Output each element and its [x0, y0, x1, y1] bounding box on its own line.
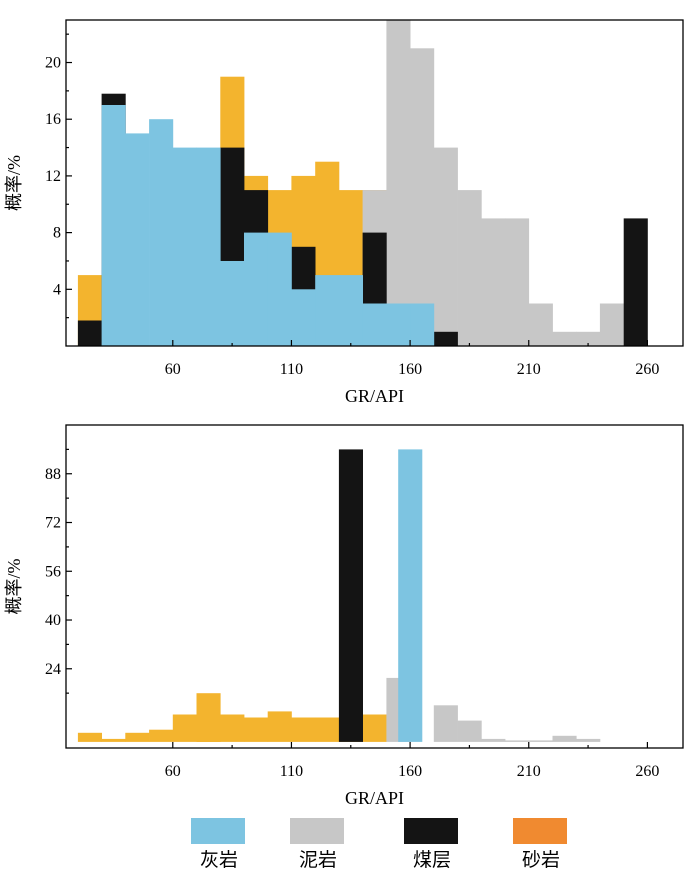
bar-sand-10	[315, 717, 340, 742]
bar-mud-6	[505, 218, 530, 346]
plot-frame-bottom	[65, 424, 684, 749]
bar-lime-12	[386, 303, 411, 346]
bars-top	[77, 20, 648, 347]
legend-label-mudstone: 泥岩	[299, 849, 337, 869]
y-tick-label-3: 72	[45, 515, 61, 532]
bar-lime-0	[398, 449, 423, 742]
y-axis-title-top: 概率/%	[4, 155, 24, 211]
plot-frame-top	[65, 19, 684, 347]
bar-lime-4	[196, 147, 221, 346]
x-tick-label-4: 260	[635, 361, 659, 378]
y-axis-title-bottom: 概率/%	[4, 558, 24, 614]
bars-bottom	[77, 449, 601, 742]
bar-mud-4	[505, 740, 530, 742]
bar-sand-9	[291, 717, 316, 742]
bar-mud-3	[433, 147, 458, 346]
legend-label-sandstone: 砂岩	[522, 849, 560, 869]
legend-label-limestone: 灰岩	[200, 849, 238, 869]
bar-sand-4	[172, 714, 197, 742]
y-tick-label-2: 12	[45, 168, 61, 185]
x-tick-label-2: 160	[398, 361, 422, 378]
ticks-bottom: 60 110 160 210 260 24 40 56 72 88	[45, 448, 659, 780]
bar-sand-0	[77, 732, 102, 742]
bar-lime-8	[291, 289, 316, 346]
legend-swatch-coal	[404, 818, 458, 844]
legend: 灰岩 泥岩 煤层 砂岩	[191, 818, 567, 869]
x-tick-label-0: 60	[165, 361, 181, 378]
y-tick-label-1: 8	[53, 225, 61, 242]
y-tick-label-1: 40	[45, 612, 61, 629]
bar-lime-13	[410, 303, 435, 346]
bar-mud-8	[552, 331, 577, 346]
bar-lime-9	[315, 275, 340, 346]
bar-sand-1	[101, 738, 126, 742]
y-tick-label-2: 56	[45, 563, 61, 580]
x-tick-label-2: 160	[398, 763, 422, 780]
bar-mud-10	[599, 303, 624, 346]
bar-coal-7	[623, 218, 648, 346]
x-tick-label-1: 110	[280, 361, 303, 378]
bar-mud-9	[576, 331, 601, 346]
bar-mud-5	[481, 218, 506, 346]
histogram-top: 60 110 160 210 260 4 8 12 16 20 GR/API 概率/%	[4, 19, 684, 406]
bar-sand-6	[220, 714, 245, 742]
bar-sand-12	[362, 714, 387, 742]
bar-lime-7	[267, 232, 292, 346]
legend-swatch-sandstone	[513, 818, 567, 844]
x-tick-label-3: 210	[517, 763, 541, 780]
bar-mud-2	[457, 720, 482, 742]
bar-mud-1	[433, 705, 458, 742]
bar-lime-11	[362, 303, 387, 346]
bar-mud-1	[386, 20, 411, 346]
y-tick-label-3: 16	[45, 111, 61, 128]
bar-mud-5	[528, 740, 553, 742]
x-tick-label-4: 260	[635, 763, 659, 780]
x-axis-title-bottom: GR/API	[345, 788, 404, 808]
bar-mud-7	[528, 303, 553, 346]
bar-lime-5	[220, 261, 245, 346]
x-tick-label-1: 110	[280, 763, 303, 780]
ticks-top: 60 110 160 210 260 4 8 12 16 20	[45, 33, 659, 378]
histogram-bottom: 60 110 160 210 260 24 40 56 72 88 GR/API 概率/%	[4, 424, 684, 808]
bar-mud-4	[457, 190, 482, 346]
x-tick-label-0: 60	[165, 763, 181, 780]
bar-coal-0	[338, 449, 363, 742]
bar-lime-3	[172, 147, 197, 346]
bar-mud-2	[410, 48, 435, 347]
bar-lime-0	[101, 105, 126, 346]
bar-sand-8	[267, 711, 292, 742]
bar-lime-1	[125, 133, 150, 346]
x-tick-label-3: 210	[517, 361, 541, 378]
y-tick-label-0: 4	[53, 281, 61, 298]
y-tick-label-4: 20	[45, 55, 61, 72]
y-tick-label-0: 24	[45, 661, 61, 678]
bar-coal-0	[77, 320, 102, 346]
bar-lime-2	[149, 119, 174, 346]
bar-sand-3	[149, 729, 174, 742]
y-tick-label-4: 88	[45, 466, 61, 483]
legend-swatch-mudstone	[290, 818, 344, 844]
bar-sand-7	[244, 717, 269, 742]
bar-sand-5	[196, 693, 221, 742]
bar-lime-6	[244, 232, 269, 346]
legend-swatch-limestone	[191, 818, 245, 844]
bar-mud-3	[481, 738, 506, 742]
bar-lime-10	[338, 275, 363, 346]
bar-mud-7	[576, 738, 601, 742]
legend-label-coal: 煤层	[413, 849, 451, 869]
x-axis-title-top: GR/API	[345, 386, 404, 406]
bar-mud-6	[552, 735, 577, 742]
bar-sand-2	[125, 732, 150, 742]
bar-coal-6	[433, 331, 458, 346]
